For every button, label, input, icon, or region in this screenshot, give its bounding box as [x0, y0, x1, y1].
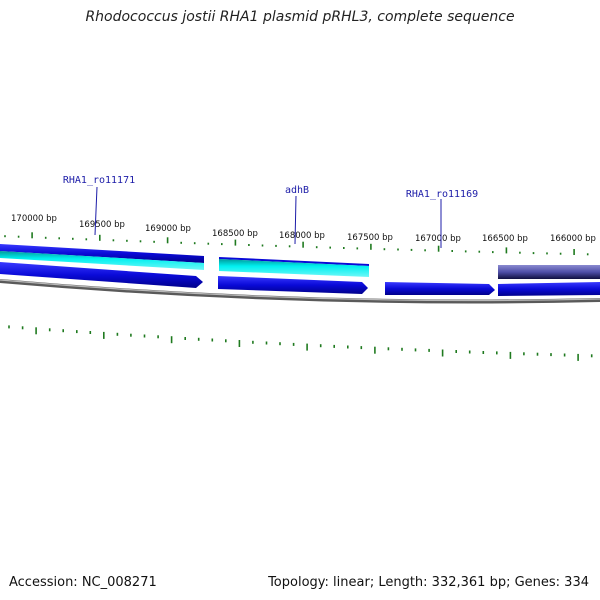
scale-label: 169500 bp — [79, 220, 125, 230]
scale-label: 168000 bp — [279, 231, 325, 241]
gene-arc-left[interactable] — [0, 244, 204, 263]
pointer-ro11171 — [94, 186, 98, 236]
cds-arc-middle[interactable] — [219, 259, 369, 277]
gene-label-ro11171[interactable]: RHA1_ro11171 — [63, 175, 135, 186]
scale-label: 168500 bp — [212, 229, 258, 239]
scale-label: 169000 bp — [145, 224, 191, 234]
gene-arc-middle[interactable] — [219, 257, 369, 266]
accession-text: Accession: NC_008271 — [9, 575, 157, 590]
gene-label-adhb[interactable]: adhB — [285, 185, 309, 196]
pointer-adhb — [294, 195, 297, 245]
upper-strand-features — [0, 244, 600, 279]
gene-arrow-ro11171[interactable] — [0, 262, 203, 288]
gene-arrow-ro11169[interactable] — [385, 282, 495, 295]
scale-label: 170000 bp — [11, 214, 57, 224]
gene-arrow-adhb[interactable] — [218, 276, 368, 294]
map-title: Rhodococcus jostii RHA1 plasmid pRHL3, c… — [85, 9, 515, 25]
topology-summary: Topology: linear; Length: 332,361 bp; Ge… — [268, 575, 589, 590]
gene-labels: RHA1_ro11171 adhB RHA1_ro11169 — [63, 175, 478, 200]
gene-label-lines — [94, 186, 442, 248]
scale-label: 166500 bp — [482, 234, 528, 244]
scale-label: 167000 bp — [415, 234, 461, 244]
gene-arrows — [0, 262, 600, 296]
gene-arrow-right[interactable] — [498, 282, 600, 296]
sequence-backbone — [0, 279, 600, 304]
feature-arc-right[interactable] — [498, 265, 600, 279]
sequence-backbone-highlight — [0, 279, 600, 302]
lower-tick-marks — [8, 325, 593, 361]
scale-labels: 170000 bp 169500 bp 169000 bp 168500 bp 1680… — [11, 214, 596, 244]
scale-label: 167500 bp — [347, 233, 393, 243]
cds-arc-left[interactable] — [0, 251, 204, 270]
gene-label-ro11169[interactable]: RHA1_ro11169 — [406, 189, 478, 200]
scale-label: 166000 bp — [550, 234, 596, 244]
upper-tick-marks — [4, 232, 589, 256]
